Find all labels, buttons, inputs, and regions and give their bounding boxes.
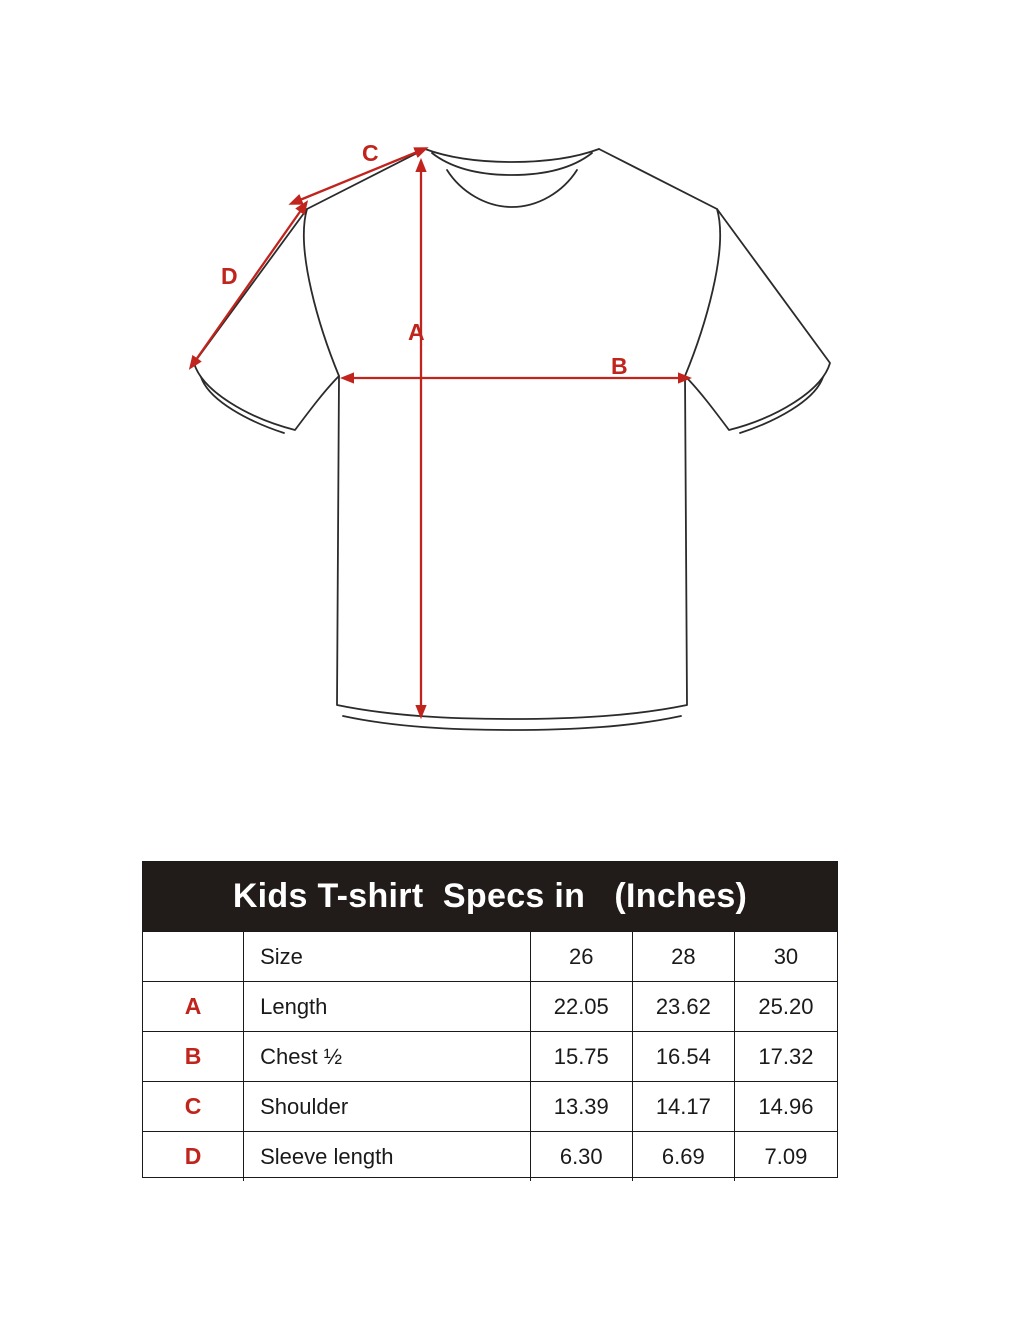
svg-text:D: D [221,263,238,289]
svg-text:B: B [611,353,628,379]
svg-text:A: A [408,319,425,345]
svg-text:C: C [362,140,379,166]
